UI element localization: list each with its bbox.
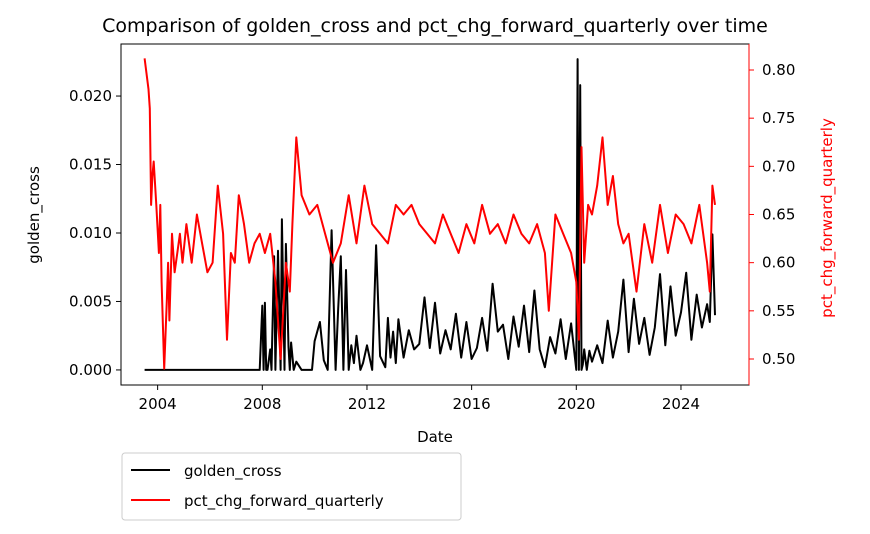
x-tick-label: 2016 bbox=[453, 395, 491, 413]
y-left-tick-label: 0.010 bbox=[69, 224, 112, 242]
series-line-golden-cross bbox=[144, 58, 716, 371]
x-tick-label: 2012 bbox=[348, 395, 386, 413]
x-tick-label: 2008 bbox=[243, 395, 281, 413]
x-tick-label: 2020 bbox=[557, 395, 595, 413]
y-left-axis-label: golden_cross bbox=[25, 166, 44, 264]
y-right-tick-label: 0.55 bbox=[762, 302, 795, 320]
y-left-tick-label: 0.005 bbox=[69, 292, 112, 310]
y-right-tick-label: 0.70 bbox=[762, 157, 795, 175]
y-right-tick-label: 0.60 bbox=[762, 254, 795, 272]
y-right-tick-label: 0.65 bbox=[762, 206, 795, 224]
y-right-tick-label: 0.75 bbox=[762, 109, 795, 127]
y-right-axis-ticks: 0.50 0.55 0.60 0.65 0.70 0.75 0.80 bbox=[748, 44, 795, 385]
x-tick-label: 2004 bbox=[139, 395, 177, 413]
x-axis-ticks: 2004 2008 2012 2016 2020 2024 bbox=[139, 385, 700, 413]
legend-frame bbox=[121, 452, 462, 521]
y-left-tick-label: 0.015 bbox=[69, 156, 112, 174]
legend: golden_cross pct_chg_forward_quarterly bbox=[121, 452, 462, 521]
series-line-pct-chg-forward-quarterly bbox=[143, 58, 716, 370]
legend-label-golden-cross: golden_cross bbox=[184, 462, 282, 481]
series-layer bbox=[143, 58, 716, 371]
y-right-axis-label: pct_chg_forward_quarterly bbox=[818, 118, 837, 318]
y-right-tick-label: 0.50 bbox=[762, 350, 795, 368]
legend-label-pct-chg: pct_chg_forward_quarterly bbox=[184, 492, 384, 511]
y-left-tick-label: 0.000 bbox=[69, 361, 112, 379]
y-left-tick-label: 0.020 bbox=[69, 87, 112, 105]
y-left-axis-ticks: 0.000 0.005 0.010 0.015 0.020 bbox=[69, 87, 121, 379]
chart-title: Comparison of golden_cross and pct_chg_f… bbox=[102, 15, 768, 37]
x-tick-label: 2024 bbox=[662, 395, 700, 413]
x-axis-label: Date bbox=[417, 428, 453, 446]
y-right-tick-label: 0.80 bbox=[762, 61, 795, 79]
